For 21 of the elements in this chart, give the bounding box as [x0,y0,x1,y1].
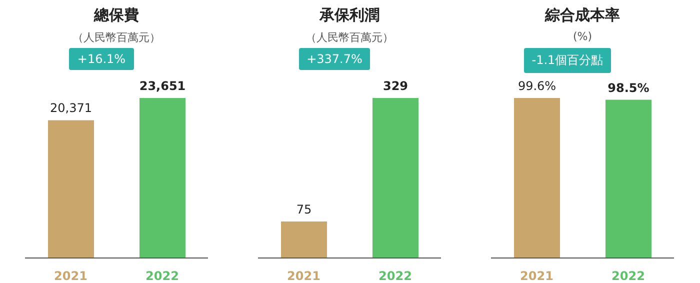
chart-subtitle: (%) [572,30,594,43]
data-label: 98.5% [608,80,650,95]
data-label: 99.6% [518,79,556,93]
data-label: 20,371 [50,101,92,116]
x-tick-label: 2022 [146,269,179,283]
text: -1.1個百分點 [524,48,612,73]
x-tick-label: 2021 [54,269,88,283]
data-label: 329 [382,79,408,93]
x-tick-label: 2021 [287,269,320,283]
data-label: 75 [296,202,312,217]
x-tick-label: 2022 [612,269,645,283]
chart-title: 承保利潤 [318,6,380,25]
text: +337.7% [298,48,370,70]
x-tick-label: 2021 [520,269,554,283]
text: +16.1% [69,48,134,70]
x-tick-label: 2022 [378,269,412,283]
chart-title: 綜合成本率 [544,6,621,25]
chart-title: 總保費 [92,6,140,25]
data-label: 23,651 [139,79,186,93]
chart-subtitle: （人民幣百萬元） [304,30,394,45]
chart-subtitle: （人民幣百萬元） [72,30,162,45]
